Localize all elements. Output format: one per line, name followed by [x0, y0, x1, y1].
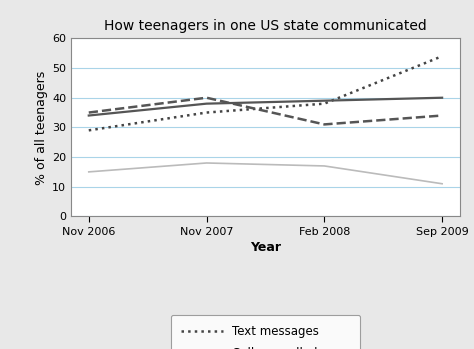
Talk face-to-face	[321, 122, 327, 127]
Line: Email: Email	[89, 163, 442, 184]
X-axis label: Year: Year	[250, 241, 281, 254]
Calls on cell phones	[204, 102, 210, 106]
Talk face-to-face	[86, 110, 91, 114]
Line: Calls on cell phones: Calls on cell phones	[89, 98, 442, 116]
Email	[86, 170, 91, 174]
Text messages	[204, 110, 210, 114]
Line: Talk face-to-face: Talk face-to-face	[89, 98, 442, 125]
Legend: Text messages, Calls on cell phones, Talk face-to-face, Email: Text messages, Calls on cell phones, Tal…	[171, 315, 360, 349]
Talk face-to-face	[204, 96, 210, 100]
Email	[204, 161, 210, 165]
Text messages	[439, 54, 445, 58]
Line: Text messages: Text messages	[89, 56, 442, 130]
Email	[439, 181, 445, 186]
Calls on cell phones	[439, 96, 445, 100]
Title: How teenagers in one US state communicated: How teenagers in one US state communicat…	[104, 19, 427, 33]
Talk face-to-face	[439, 113, 445, 118]
Y-axis label: % of all teenagers: % of all teenagers	[35, 70, 48, 185]
Calls on cell phones	[86, 113, 91, 118]
Calls on cell phones	[321, 98, 327, 103]
Text messages	[86, 128, 91, 132]
Text messages	[321, 102, 327, 106]
Email	[321, 164, 327, 168]
